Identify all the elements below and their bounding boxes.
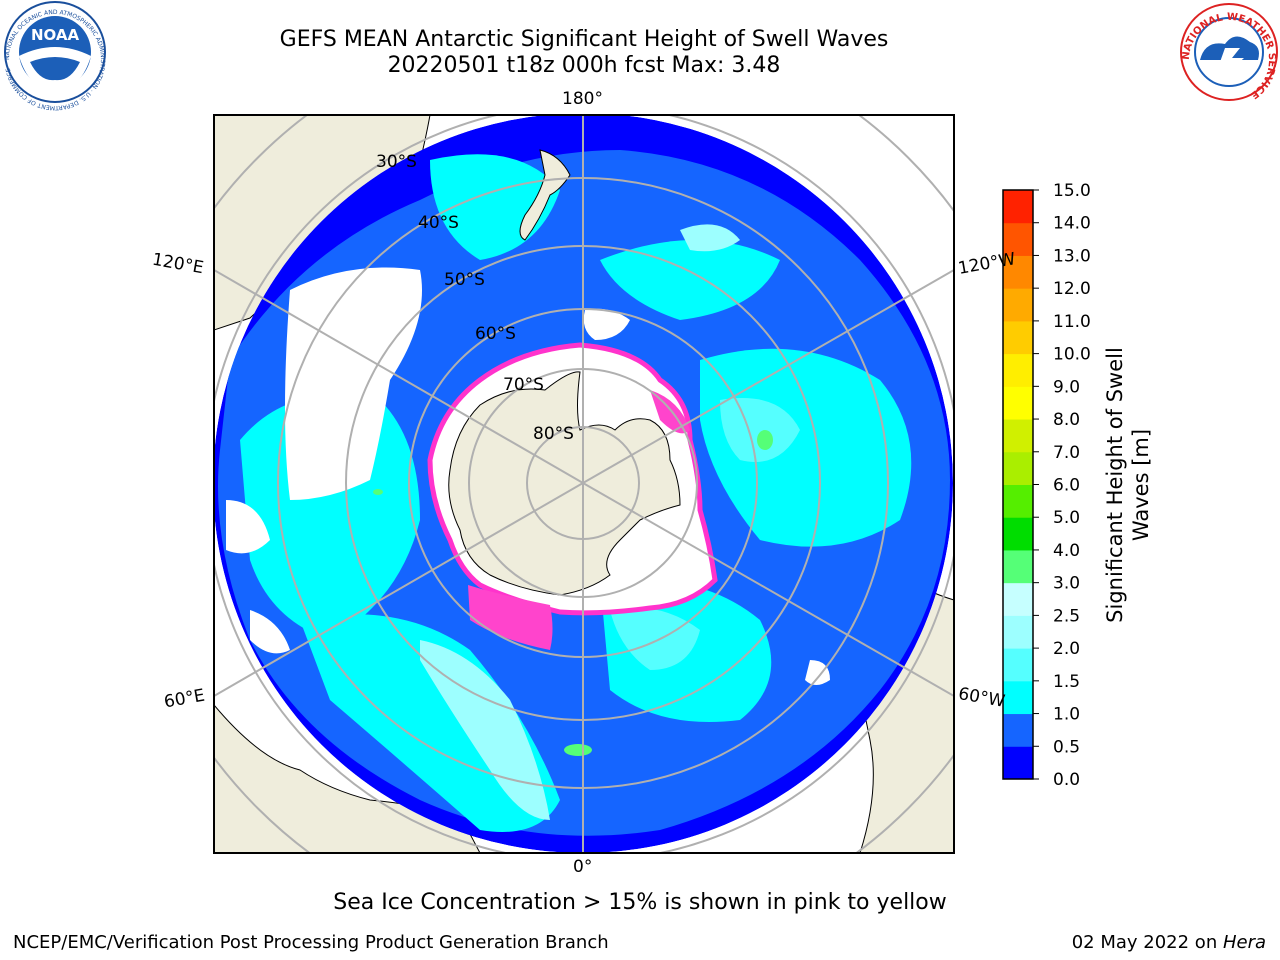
lat-label-50s: 50°S [444, 270, 485, 290]
colorbar-tick-label: 9.0 [1053, 377, 1080, 397]
colorbar-tick-label: 7.0 [1053, 443, 1080, 463]
colorbar-tick-label: 1.5 [1053, 672, 1080, 692]
map-frame [213, 114, 955, 854]
colorbar-tick-label: 6.0 [1053, 476, 1080, 496]
lon-label-0: 0° [573, 857, 593, 877]
colorbar-swatch [1003, 255, 1033, 289]
land-antarctica [448, 371, 681, 596]
colorbar-swatch [1003, 713, 1033, 747]
colorbar-tick-label: 8.0 [1053, 410, 1080, 430]
colorbar-tick-label: 12.0 [1053, 279, 1091, 299]
colorbar-swatch [1003, 680, 1033, 715]
map-area [214, 115, 954, 853]
chart-subtitle: 20220501 t18z 000h fcst Max: 3.48 [387, 53, 781, 78]
lat-label-80s: 80°S [533, 424, 574, 444]
chart-title: GEFS MEAN Antarctic Significant Height o… [279, 27, 889, 52]
colorbar-tick-label: 15.0 [1053, 181, 1091, 201]
colorbar-tick-label: 10.0 [1053, 345, 1091, 365]
colorbar-swatch [1003, 648, 1033, 682]
footer-date: 02 May 2022 on Hera [1072, 932, 1266, 953]
colorbar-swatch [1003, 353, 1033, 387]
nws-logo: NATIONAL WEATHER SERVICE [1180, 3, 1278, 101]
longitude-gridlines [214, 115, 954, 853]
colorbar-swatch [1003, 386, 1033, 420]
colorbar-tick-label: 3.0 [1053, 574, 1080, 594]
colorbar-tick-label: 4.0 [1053, 541, 1080, 561]
colorbar-swatch [1003, 419, 1033, 453]
colorbar-tick-label: 11.0 [1053, 312, 1091, 332]
footer-date-text: 02 May 2022 on [1071, 932, 1223, 953]
svg-text:NOAA: NOAA [31, 26, 80, 44]
colorbar-swatch [1003, 484, 1033, 518]
lat-label-30s: 30°S [376, 152, 417, 172]
colorbar-tick-label: 14.0 [1053, 214, 1091, 234]
colorbar: 0.0 0.5 1.0 1.5 2.0 2.5 3.0 4.0 5.0 6.0 7.0 8.0 9.0 1… [1002, 181, 1091, 790]
lat-label-60s: 60°S [475, 324, 516, 344]
colorbar-swatch [1003, 451, 1033, 485]
footer-machine: Hera [1222, 932, 1266, 953]
lon-label-180: 180° [562, 89, 603, 109]
colorbar-swatch [1003, 320, 1033, 355]
colorbar-tick-label: 0.5 [1053, 737, 1080, 757]
sea-ice-caption: Sea Ice Concentration > 15% is shown in … [333, 890, 947, 915]
colorbar-tick-label: 13.0 [1053, 246, 1091, 266]
lat-label-70s: 70°S [503, 375, 544, 395]
land-new-zealand [519, 149, 571, 241]
colorbar-tick-label: 1.0 [1053, 705, 1080, 725]
footer-branch: NCEP/EMC/Verification Post Processing Pr… [13, 932, 609, 953]
colorbar-tick-label: 2.0 [1053, 639, 1080, 659]
colorbar-swatch [1003, 615, 1033, 649]
colorbar-swatch [1003, 288, 1033, 322]
colorbar-label: Significant Height of Swell Waves [m] [1103, 347, 1153, 623]
colorbar-tick-label: 2.5 [1053, 606, 1080, 626]
colorbar-swatch [1003, 190, 1033, 224]
colorbar-swatch [1003, 517, 1033, 551]
colorbar-swatch [1003, 549, 1033, 584]
colorbar-tick-label: 5.0 [1053, 508, 1080, 528]
colorbar-tick-label: 0.0 [1053, 770, 1080, 790]
colorbar-swatch [1003, 222, 1033, 256]
lat-label-40s: 40°S [418, 213, 459, 233]
colorbar-swatch [1003, 746, 1033, 780]
noaa-logo: NOAA NATIONAL OCEANIC AND ATMOSPHERIC AD… [4, 1, 106, 111]
colorbar-swatch [1003, 582, 1033, 616]
